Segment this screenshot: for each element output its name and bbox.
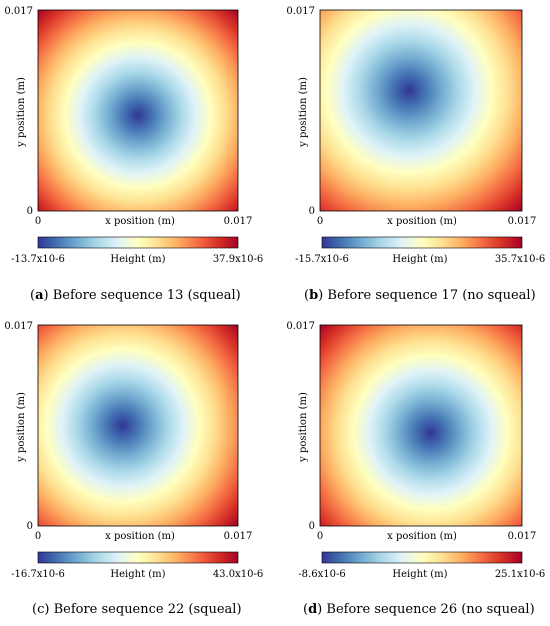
y-tick-max: 0.017: [4, 321, 33, 332]
colorbar-min-label: -13.7x10-6: [11, 254, 65, 265]
caption-text: Before sequence 13 (squeal): [52, 288, 241, 303]
colorbar-min-label: -15.7x10-6: [295, 254, 349, 265]
colorbar-label: Height (m): [110, 254, 165, 265]
y-tick-min: 0: [309, 521, 315, 532]
x-tick-min: 0: [35, 531, 41, 542]
x-axis-label: x position (m): [387, 531, 457, 542]
x-tick-max: 0.017: [224, 216, 253, 227]
colorbar-max-label: 25.1x10-6: [495, 569, 545, 580]
heatmap-chart-c: 0 0.017 0 0.017 x position (m) y positio…: [4, 321, 263, 580]
x-tick-max: 0.017: [224, 531, 253, 542]
colorbar-min-label: -16.7x10-6: [11, 569, 65, 580]
heatmap-surface: [320, 325, 522, 526]
x-axis-label: x position (m): [105, 216, 175, 227]
heatmap-chart-d: 0 0.017 0 0.017 x position (m) y positio…: [286, 321, 545, 580]
x-axis-label: x position (m): [387, 216, 457, 227]
caption-text: Before sequence 22 (squeal): [53, 602, 242, 617]
colorbar-max-label: 37.9x10-6: [213, 254, 263, 265]
panel-letter: a: [35, 288, 44, 303]
colorbar-label: Height (m): [110, 569, 165, 580]
y-axis-label: y position (m): [298, 392, 309, 463]
x-tick-min: 0: [317, 531, 323, 542]
y-tick-max: 0.017: [286, 321, 315, 332]
plot-frame: [319, 324, 523, 527]
colorbar-label: Height (m): [392, 254, 447, 265]
y-tick-min: 0: [27, 206, 33, 217]
x-tick-max: 0.017: [508, 216, 537, 227]
x-tick-max: 0.017: [508, 531, 537, 542]
panel-caption: (a) Before sequence 13 (squeal): [30, 288, 241, 303]
panel-a: 0 0.017 0 0.017 x position (m) y positio…: [0, 0, 275, 313]
heatmap-chart-a: 0 0.017 0 0.017 x position (m) y positio…: [4, 6, 263, 265]
panel-c: 0 0.017 0 0.017 x position (m) y positio…: [0, 313, 275, 626]
y-axis-label: y position (m): [298, 77, 309, 148]
panel-letter: d: [308, 602, 318, 617]
colorbar: [321, 236, 523, 249]
panel-d: 0 0.017 0 0.017 x position (m) y positio…: [282, 313, 550, 626]
x-axis-label: x position (m): [105, 531, 175, 542]
panel-caption: (c) Before sequence 22 (squeal): [32, 602, 242, 617]
panel-b: 0 0.017 0 0.017 x position (m) y positio…: [282, 0, 550, 313]
panel-caption: (d) Before sequence 26 (no squeal): [303, 602, 535, 617]
panel-caption: (b) Before sequence 17 (no squeal): [304, 288, 536, 303]
x-tick-min: 0: [317, 216, 323, 227]
plot-frame: [37, 9, 239, 212]
colorbar: [321, 551, 523, 564]
colorbar: [37, 551, 239, 564]
y-tick-max: 0.017: [4, 6, 33, 17]
y-tick-min: 0: [309, 206, 315, 217]
x-tick-min: 0: [35, 216, 41, 227]
panel-letter: c: [37, 602, 45, 617]
plot-frame: [37, 324, 239, 527]
colorbar-min-label: -8.6x10-6: [298, 569, 345, 580]
heatmap-surface: [320, 10, 522, 211]
caption-text: Before sequence 17 (no squeal): [327, 288, 536, 303]
panel-letter: b: [309, 288, 319, 303]
y-tick-min: 0: [27, 521, 33, 532]
heatmap-chart-b: 0 0.017 0 0.017 x position (m) y positio…: [286, 6, 545, 265]
y-axis-label: y position (m): [16, 392, 27, 463]
colorbar-max-label: 35.7x10-6: [495, 254, 545, 265]
y-axis-label: y position (m): [16, 77, 27, 148]
plot-frame: [319, 9, 523, 212]
y-tick-max: 0.017: [286, 6, 315, 17]
colorbar-max-label: 43.0x10-6: [213, 569, 263, 580]
caption-text: Before sequence 26 (no squeal): [326, 602, 535, 617]
heatmap-surface: [38, 10, 238, 211]
colorbar-label: Height (m): [392, 569, 447, 580]
colorbar: [37, 236, 239, 249]
heatmap-surface: [38, 325, 238, 526]
